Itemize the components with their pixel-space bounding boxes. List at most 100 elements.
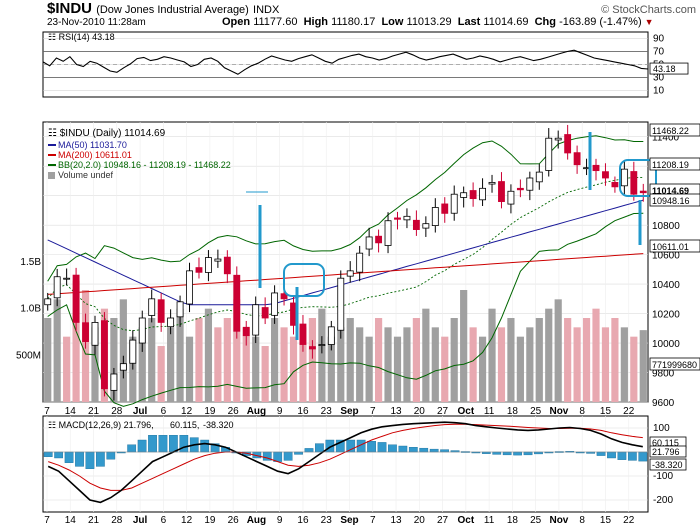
x-axis-label: 7 [44, 406, 50, 417]
ma200-legend: MA(200) 10611.01 [58, 150, 132, 160]
macd-histogram-bar [106, 451, 116, 460]
candle-body [450, 193, 458, 214]
volume-bar [63, 336, 71, 402]
candle-body [535, 171, 543, 183]
volume-bar [138, 327, 146, 402]
rsi-value-box [649, 62, 689, 75]
candle-body [318, 344, 326, 346]
macd-x-axis-label: 27 [437, 515, 449, 526]
volume-bar [422, 308, 430, 402]
x-axis-label: 15 [600, 406, 612, 417]
volume-bar [460, 290, 468, 402]
macd-histogram-bar [440, 449, 449, 453]
price-value-box [649, 157, 700, 171]
volume-bar [195, 318, 203, 402]
candle-body [365, 236, 373, 250]
volume-bar [393, 336, 402, 402]
candle-body [507, 190, 515, 205]
annotation-circle [619, 159, 657, 197]
volume-bar [374, 318, 383, 402]
macd-x-axis-label: Jul [133, 515, 148, 526]
candle-body [119, 363, 127, 371]
macd-histogram-bar [513, 451, 522, 456]
date-time: 23-Nov-2010 11:28am [47, 17, 146, 28]
volume-bar [308, 318, 317, 402]
x-axis-label: Nov [549, 406, 568, 417]
volume-bar [44, 318, 52, 402]
macd-x-axis-label: 22 [623, 515, 635, 526]
volume-bar [554, 299, 562, 402]
volume-tick-label: 1.0B [20, 304, 41, 315]
macd-histogram-bar [64, 451, 74, 464]
macd-value-label: -38.320 [652, 460, 683, 470]
macd-x-axis-label: 21 [88, 515, 100, 526]
macd-histogram-bar [294, 451, 303, 455]
bb-lower-line [47, 212, 644, 407]
macd-histogram-bar [492, 451, 502, 455]
x-axis-label: 6 [161, 406, 167, 417]
volume-bar [280, 327, 288, 402]
macd-histogram-bar [148, 435, 157, 453]
volume-bar [233, 299, 241, 402]
price-value-label: 771999680 [652, 360, 697, 370]
x-axis-label: 20 [414, 406, 426, 417]
macd-x-axis-label: Aug [247, 515, 266, 526]
x-axis-label: 23 [321, 406, 333, 417]
macd-legend-hist: -38.320 [203, 420, 234, 430]
x-axis-label: Oct [458, 406, 475, 417]
macd-histogram-bar [367, 441, 376, 453]
x-axis-label: 18 [507, 406, 519, 417]
volume-bar [167, 327, 175, 402]
candle-body [138, 317, 146, 344]
brand-label: © StockCharts.com [601, 4, 696, 16]
volume-bar [252, 336, 260, 402]
macd-legend-macd: ☷ MACD(12,26,9) 21.796, [48, 420, 154, 430]
macd-x-axis-label: 12 [181, 515, 193, 526]
ma200-line [47, 253, 644, 295]
price-tick-label: 10600 [652, 251, 680, 262]
chart-title: $INDU (Dow Jones Industrial Average) IND… [47, 0, 280, 17]
candle-body [592, 164, 600, 172]
price-tick-label: 10400 [652, 280, 680, 291]
volume-bar [450, 318, 458, 402]
macd-histogram-bar [502, 451, 512, 456]
price-value-label: 11468.22 [652, 126, 689, 136]
macd-histogram-bar [75, 451, 84, 467]
rsi-line [42, 49, 649, 75]
volume-bar [545, 308, 553, 402]
bb-mid-line [47, 176, 644, 332]
annotation-circle [283, 263, 325, 297]
macd-histogram-bar [158, 435, 168, 453]
volume-bar [53, 299, 61, 402]
candle-body [186, 270, 193, 305]
candle-body [630, 171, 638, 195]
macd-histogram-bar [398, 445, 408, 453]
rsi-current-value: 43.18 [653, 64, 676, 74]
candle-body [602, 171, 609, 179]
volume-bar [526, 327, 534, 402]
x-axis-label: 16 [297, 406, 309, 417]
price-tick-label: 10200 [652, 310, 680, 321]
candle-body [498, 181, 505, 202]
macd-histogram-bar [596, 451, 606, 456]
x-axis-label: 27 [437, 406, 449, 417]
x-axis-label: 12 [181, 406, 193, 417]
rsi-tick-label: 90 [653, 34, 665, 45]
candle-body [195, 267, 203, 273]
ma50-line [47, 199, 644, 306]
volume-bar [488, 308, 496, 402]
volume-bar [592, 308, 600, 402]
candle-body [431, 207, 439, 226]
volume-bar [403, 327, 411, 402]
macd-x-axis-label: 13 [390, 515, 402, 526]
ma50-legend: MA(50) 11031.70 [58, 140, 127, 150]
price-tick-label: 10800 [652, 221, 680, 232]
price-tick-label: 9600 [652, 398, 675, 409]
x-axis-label: 8 [579, 406, 585, 417]
candle-body [72, 274, 80, 323]
candle-body [564, 134, 572, 154]
price-value-label: 11014.69 [652, 186, 689, 196]
x-axis-label: Jul [133, 406, 148, 417]
rsi-tick-label: 10 [653, 86, 665, 97]
